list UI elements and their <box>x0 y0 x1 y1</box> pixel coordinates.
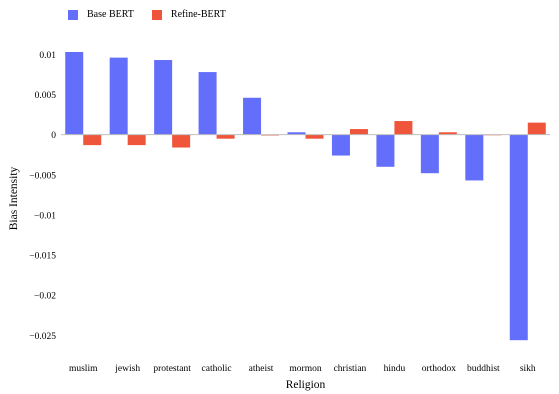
legend-item-base-bert[interactable]: Base BERT <box>68 9 134 20</box>
legend-label-refine-bert: Refine-BERT <box>170 9 226 20</box>
y-tick-label: −0.02 <box>34 292 56 302</box>
legend-label-base-bert: Base BERT <box>87 9 134 20</box>
x-tick-label-orthodox: orthodox <box>422 364 457 374</box>
x-tick-label-mormon: mormon <box>289 364 321 374</box>
y-tick-label: −0.005 <box>29 171 56 181</box>
x-tick-label-catholic: catholic <box>202 364 232 374</box>
y-tick-label: 0.005 <box>35 91 57 101</box>
bar-refine-bert-muslim[interactable] <box>83 134 102 146</box>
bar-base-bert-jewish[interactable] <box>109 57 128 135</box>
x-axis-title: Religion <box>286 379 326 391</box>
bar-base-bert-mormon[interactable] <box>287 132 306 135</box>
bar-refine-bert-catholic[interactable] <box>216 134 235 139</box>
bar-refine-bert-hindu[interactable] <box>394 121 413 135</box>
bar-base-bert-muslim[interactable] <box>65 52 84 135</box>
y-tick-label: 0.01 <box>39 51 56 61</box>
bar-refine-bert-sikh[interactable] <box>527 122 546 135</box>
bar-refine-bert-orthodox[interactable] <box>438 132 457 135</box>
y-tick-label: −0.01 <box>34 211 56 221</box>
x-tick-label-christian: christian <box>334 364 367 374</box>
y-tick-label: −0.025 <box>29 332 56 342</box>
x-tick-label-buddhist: buddhist <box>467 364 500 374</box>
bar-refine-bert-christian[interactable] <box>349 129 368 135</box>
chart-legend: Base BERT Refine-BERT <box>68 9 244 20</box>
bar-base-bert-catholic[interactable] <box>198 72 217 135</box>
y-axis-ticks: 0.01 0.005 0 −0.005 −0.01 −0.015 −0.02 −0.025 <box>29 51 56 342</box>
bar-refine-bert-mormon[interactable] <box>305 134 324 139</box>
legend-item-refine-bert[interactable]: Refine-BERT <box>151 9 226 20</box>
y-tick-label: 0 <box>51 131 56 141</box>
bar-base-bert-hindu[interactable] <box>376 134 395 167</box>
x-tick-label-hindu: hindu <box>384 364 406 374</box>
y-axis-title: Bias Intensity <box>8 166 20 230</box>
legend-swatch-refine-bert <box>151 9 162 20</box>
bars-group <box>61 52 550 341</box>
x-tick-label-muslim: muslim <box>69 364 98 374</box>
x-axis-ticks: muslim jewish protestant catholic atheist mor… <box>69 364 536 374</box>
legend-swatch-base-bert <box>68 9 78 20</box>
bar-base-bert-buddhist[interactable] <box>465 134 484 181</box>
x-tick-label-sikh: sikh <box>520 364 536 374</box>
bar-refine-bert-jewish[interactable] <box>127 134 146 146</box>
x-tick-label-jewish: jewish <box>114 364 140 374</box>
y-tick-label: −0.015 <box>29 252 56 262</box>
bar-base-bert-christian[interactable] <box>331 134 350 156</box>
bar-base-bert-atheist[interactable] <box>243 97 262 135</box>
x-tick-label-atheist: atheist <box>249 364 274 374</box>
bar-refine-bert-protestant[interactable] <box>172 134 191 148</box>
bar-base-bert-sikh[interactable] <box>509 134 528 341</box>
bar-base-bert-protestant[interactable] <box>154 60 173 135</box>
bar-base-bert-orthodox[interactable] <box>420 134 439 174</box>
x-tick-label-protestant: protestant <box>153 364 191 374</box>
